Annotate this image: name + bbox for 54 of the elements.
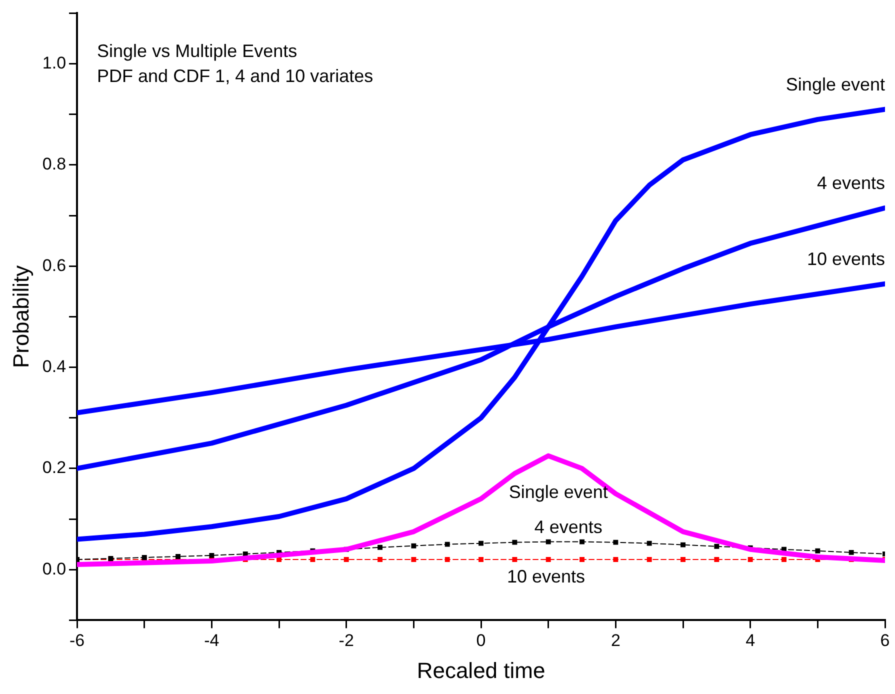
point	[478, 557, 484, 562]
point	[378, 544, 382, 550]
text: PDF and CDF 1, 4 and 10 variates	[97, 66, 374, 86]
point	[714, 544, 720, 549]
point	[815, 548, 820, 554]
point	[444, 557, 450, 562]
series-label: 10 events	[806, 248, 885, 269]
text: 0.0	[42, 559, 66, 578]
x-axis-title: Recaled time	[416, 658, 546, 683]
point	[512, 540, 518, 545]
point	[680, 557, 686, 562]
point	[714, 557, 720, 562]
text: 1.0	[42, 53, 66, 72]
point	[613, 557, 618, 562]
point	[512, 557, 518, 562]
point	[176, 554, 181, 559]
x-tick-label: -6	[69, 631, 85, 650]
series-label: 4 events	[816, 172, 885, 193]
point	[411, 543, 416, 548]
point	[848, 550, 854, 555]
point	[646, 557, 652, 562]
point	[310, 557, 316, 562]
point	[378, 557, 382, 562]
point	[546, 539, 551, 544]
y-tick-label: 0.2	[42, 458, 66, 478]
y-tick-label: 0.6	[42, 256, 66, 275]
series-label: Single event	[786, 74, 885, 94]
point	[748, 557, 753, 562]
x-tick-label: 4	[746, 631, 756, 650]
point	[580, 539, 584, 544]
line-series	[77, 539, 885, 562]
text: Single vs Multiple Events	[97, 41, 298, 62]
point	[478, 540, 484, 546]
point	[782, 557, 786, 562]
point	[680, 542, 686, 548]
x-tick-label: 6	[880, 631, 890, 650]
x-tick-label: -4	[204, 631, 220, 650]
point	[646, 540, 652, 546]
series-label: 4 events	[534, 516, 602, 537]
point	[580, 557, 584, 562]
x-tick-label: -2	[338, 631, 354, 650]
point	[546, 557, 551, 562]
y-axis-title: Probability	[8, 265, 34, 368]
point	[444, 542, 450, 547]
point	[613, 540, 618, 545]
x-tick-label: 0	[476, 631, 486, 650]
series-label: 10 events	[506, 566, 586, 586]
y-tick-label: 0.4	[42, 356, 66, 376]
point	[411, 557, 416, 562]
y-tick-label: 0.8	[42, 154, 66, 174]
x-tick-label: 2	[610, 631, 620, 650]
series-label: Single event	[508, 482, 608, 502]
point	[344, 557, 349, 562]
point	[209, 552, 214, 558]
